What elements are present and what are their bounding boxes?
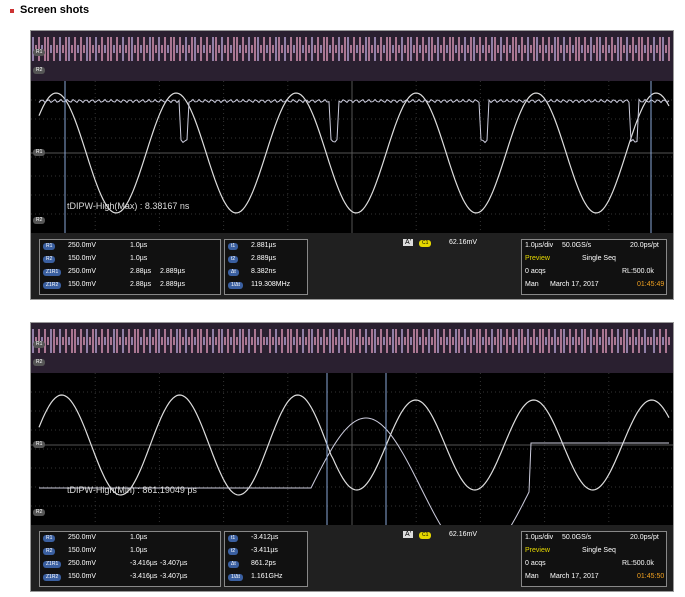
- ref-value: 250.0mV: [68, 242, 96, 249]
- ref-label: R2: [43, 256, 55, 263]
- scope-panel: R1 R2 R1 R2 tDIPW-High(Max) : 8.38167 ns R1 25…: [30, 30, 674, 300]
- ref-value: 250.0mV: [68, 560, 96, 567]
- acq-res: 20.0ps/pt: [630, 534, 659, 541]
- ref-value: 2.88µs: [130, 268, 151, 275]
- cursor-label: Δt: [228, 561, 239, 568]
- bullet: [10, 9, 14, 13]
- marker: R1: [33, 149, 45, 156]
- ref-value: 2.88µs: [130, 281, 151, 288]
- ref-value: 1.0µs: [130, 547, 147, 554]
- cursor-value: 8.382ns: [251, 268, 276, 275]
- ref-value: 250.0mV: [68, 534, 96, 541]
- acq-acqs: 0 acqs: [525, 560, 546, 567]
- ref-value: -3.416µs: [130, 573, 157, 580]
- cursor-value: -3.412µs: [251, 534, 278, 541]
- acq-mode: Man: [525, 573, 539, 580]
- ref-label: R2: [43, 548, 55, 555]
- marker: R2: [33, 359, 45, 366]
- ref-value: 150.0mV: [68, 255, 96, 262]
- ref-value: 150.0mV: [68, 573, 96, 580]
- cursor-label: 1/Δt: [228, 282, 243, 289]
- marker: R1: [33, 441, 45, 448]
- ref-value: -3.416µs: [130, 560, 157, 567]
- acq-rate: 50.0GS/s: [562, 534, 591, 541]
- cursor-label: t1: [228, 535, 238, 542]
- rect: [31, 31, 673, 81]
- acq-rl: RL:500.0k: [622, 268, 654, 275]
- cursor-value: 1.161GHz: [251, 573, 283, 580]
- trigger-source: C1: [419, 240, 431, 247]
- acq-rl: RL:500.0k: [622, 560, 654, 567]
- ref-value: 250.0mV: [68, 268, 96, 275]
- acq-time: 01:45:50: [637, 573, 664, 580]
- cursor-value: 2.889µs: [251, 255, 276, 262]
- acq-box: 1.0µs/div 50.0GS/s 20.0ps/pt Preview Single …: [521, 239, 667, 295]
- acq-seq: Single Seq: [582, 547, 616, 554]
- ref-value: 2.889µs: [160, 281, 185, 288]
- acq-mode: Man: [525, 281, 539, 288]
- marker: R2: [33, 217, 45, 224]
- cursor-box: t1 2.881µs t2 2.889µs Δt 8.382ns 1/Δt 119.308MH…: [224, 239, 308, 295]
- ref-box: R1 250.0mV 1.0µs R2 150.0mV 1.0µs Z1R1 250.0mV 2…: [39, 239, 221, 295]
- marker: R2: [33, 509, 45, 516]
- rect: [31, 323, 673, 373]
- ref-box: R1 250.0mV 1.0µs R2 150.0mV 1.0µs Z1R1 250.0mV -…: [39, 531, 221, 587]
- ref-value: 150.0mV: [68, 281, 96, 288]
- acq-rate: 50.0GS/s: [562, 242, 591, 249]
- ref-label: R1: [43, 535, 55, 542]
- marker: R1: [33, 49, 45, 56]
- acq-acqs: 0 acqs: [525, 268, 546, 275]
- ref-label: Z1R1: [43, 269, 61, 276]
- ref-value: 150.0mV: [68, 547, 96, 554]
- ref-label: Z1R2: [43, 282, 61, 289]
- ref-value: 2.889µs: [160, 268, 185, 275]
- acq-res: 20.0ps/pt: [630, 242, 659, 249]
- trigger-level: 62.16mV: [449, 531, 477, 538]
- cursor-value: 2.881µs: [251, 242, 276, 249]
- heading: Screen shots: [20, 4, 89, 16]
- scope-panel: R1 R2 R1 R2 tDIPW-High(Min) : 861.19049 ps R1…: [30, 322, 674, 592]
- cursor-label: Δt: [228, 269, 239, 276]
- cursor-value: 861.2ps: [251, 560, 276, 567]
- ref-label: R1: [43, 243, 55, 250]
- measurement: tDIPW-High(Max) : 8.38167 ns: [67, 201, 189, 211]
- info-bar: R1 250.0mV 1.0µs R2 150.0mV 1.0µs Z1R1 250.0mV -…: [31, 525, 673, 591]
- trigger-mode: A': [403, 531, 413, 538]
- trigger-level: 62.16mV: [449, 239, 477, 246]
- cursor-label: t2: [228, 548, 238, 555]
- acq-scale: 1.0µs/div: [525, 534, 553, 541]
- page: Screen shots R1 R2 R1 R2 tDIPW-High(Max) : 8…: [0, 0, 685, 597]
- cursor-label: t2: [228, 256, 238, 263]
- ref-value: 1.0µs: [130, 534, 147, 541]
- trigger-source: C1: [419, 532, 431, 539]
- acq-scale: 1.0µs/div: [525, 242, 553, 249]
- cursor-value: -3.411µs: [251, 547, 278, 554]
- measurement: tDIPW-High(Min) : 861.19049 ps: [67, 485, 197, 495]
- cursor-value: 119.308MHz: [251, 281, 290, 288]
- ref-value: -3.407µs: [160, 560, 187, 567]
- acq-state: Preview: [525, 547, 550, 554]
- marker: R2: [33, 67, 45, 74]
- ref-value: 1.0µs: [130, 242, 147, 249]
- acq-date: March 17, 2017: [550, 573, 599, 580]
- ref-label: Z1R1: [43, 561, 61, 568]
- marker: R1: [33, 341, 45, 348]
- acq-box: 1.0µs/div 50.0GS/s 20.0ps/pt Preview Single …: [521, 531, 667, 587]
- cursor-label: t1: [228, 243, 238, 250]
- acq-date: March 17, 2017: [550, 281, 599, 288]
- trigger-mode: A': [403, 239, 413, 246]
- ref-label: Z1R2: [43, 574, 61, 581]
- ref-value: 1.0µs: [130, 255, 147, 262]
- acq-seq: Single Seq: [582, 255, 616, 262]
- ref-value: -3.407µs: [160, 573, 187, 580]
- cursor-label: 1/Δt: [228, 574, 243, 581]
- cursor-box: t1 -3.412µs t2 -3.411µs Δt 861.2ps 1/Δt 1.161GH…: [224, 531, 308, 587]
- acq-time: 01:45:49: [637, 281, 664, 288]
- info-bar: R1 250.0mV 1.0µs R2 150.0mV 1.0µs Z1R1 250.0mV 2…: [31, 233, 673, 299]
- acq-state: Preview: [525, 255, 550, 262]
